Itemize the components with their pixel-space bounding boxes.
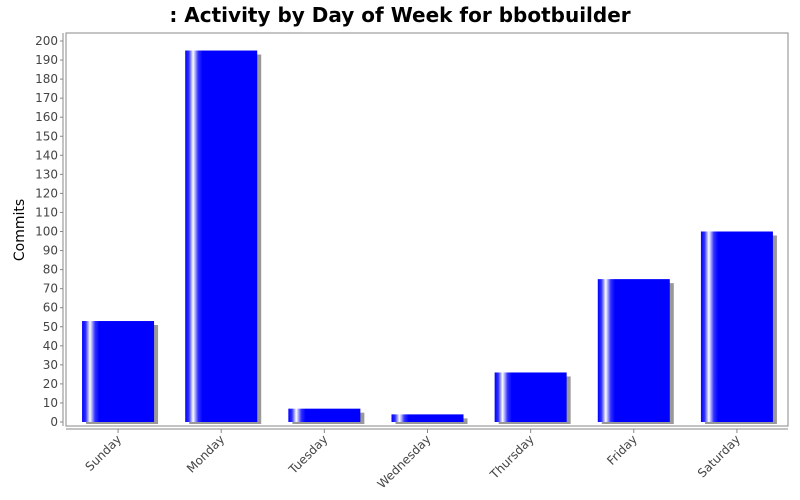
bars-group (82, 50, 777, 425)
y-tick-label: 140 (35, 148, 58, 162)
x-axis: Sunday Monday Tuesday Wednesday Thursday Frid… (66, 428, 788, 491)
x-tick-label: Wednesday (375, 432, 434, 491)
x-tick-label: Friday (604, 432, 640, 468)
y-tick-label: 90 (43, 244, 58, 258)
bar-wednesday (391, 414, 464, 422)
x-tick-label: Saturday (695, 432, 743, 480)
y-tick-label: 10 (43, 396, 58, 410)
y-tick-label: 30 (43, 358, 58, 372)
x-tick-label: Sunday (83, 432, 125, 474)
y-tick-label: 120 (35, 186, 58, 200)
y-tick-label: 170 (35, 91, 58, 105)
y-tick-label: 160 (35, 110, 58, 124)
bar-thursday (494, 372, 567, 422)
y-tick-label: 60 (43, 301, 58, 315)
x-tick-label: Monday (184, 432, 227, 475)
y-tick-label: 150 (35, 129, 58, 143)
y-tick-label: 20 (43, 377, 58, 391)
bar-monday (185, 50, 258, 423)
x-tick-label: Tuesday (285, 432, 330, 477)
bar-saturday (700, 231, 773, 422)
y-axis: 0 10 20 30 40 50 60 70 80 90 100 110 120 130 140 150 160… (35, 33, 64, 429)
y-tick-label: 180 (35, 72, 58, 86)
y-tick-label: 80 (43, 263, 58, 277)
y-tick-label: 50 (43, 320, 58, 334)
bar-sunday (82, 321, 155, 422)
y-tick-label: 110 (35, 205, 58, 219)
y-tick-label: 0 (50, 415, 58, 429)
plot-area (65, 32, 789, 427)
chart-title: : Activity by Day of Week for bbotbuilde… (169, 3, 631, 27)
bar-friday (597, 279, 670, 422)
y-tick-label: 190 (35, 53, 58, 67)
y-tick-label: 200 (35, 34, 58, 48)
y-tick-label: 130 (35, 167, 58, 181)
y-tick-label: 40 (43, 339, 58, 353)
y-tick-label: 70 (43, 282, 58, 296)
y-axis-title: Commits (12, 199, 28, 261)
bar-tuesday (288, 408, 361, 422)
y-tick-label: 100 (35, 225, 58, 239)
x-tick-label: Thursday (487, 432, 537, 482)
